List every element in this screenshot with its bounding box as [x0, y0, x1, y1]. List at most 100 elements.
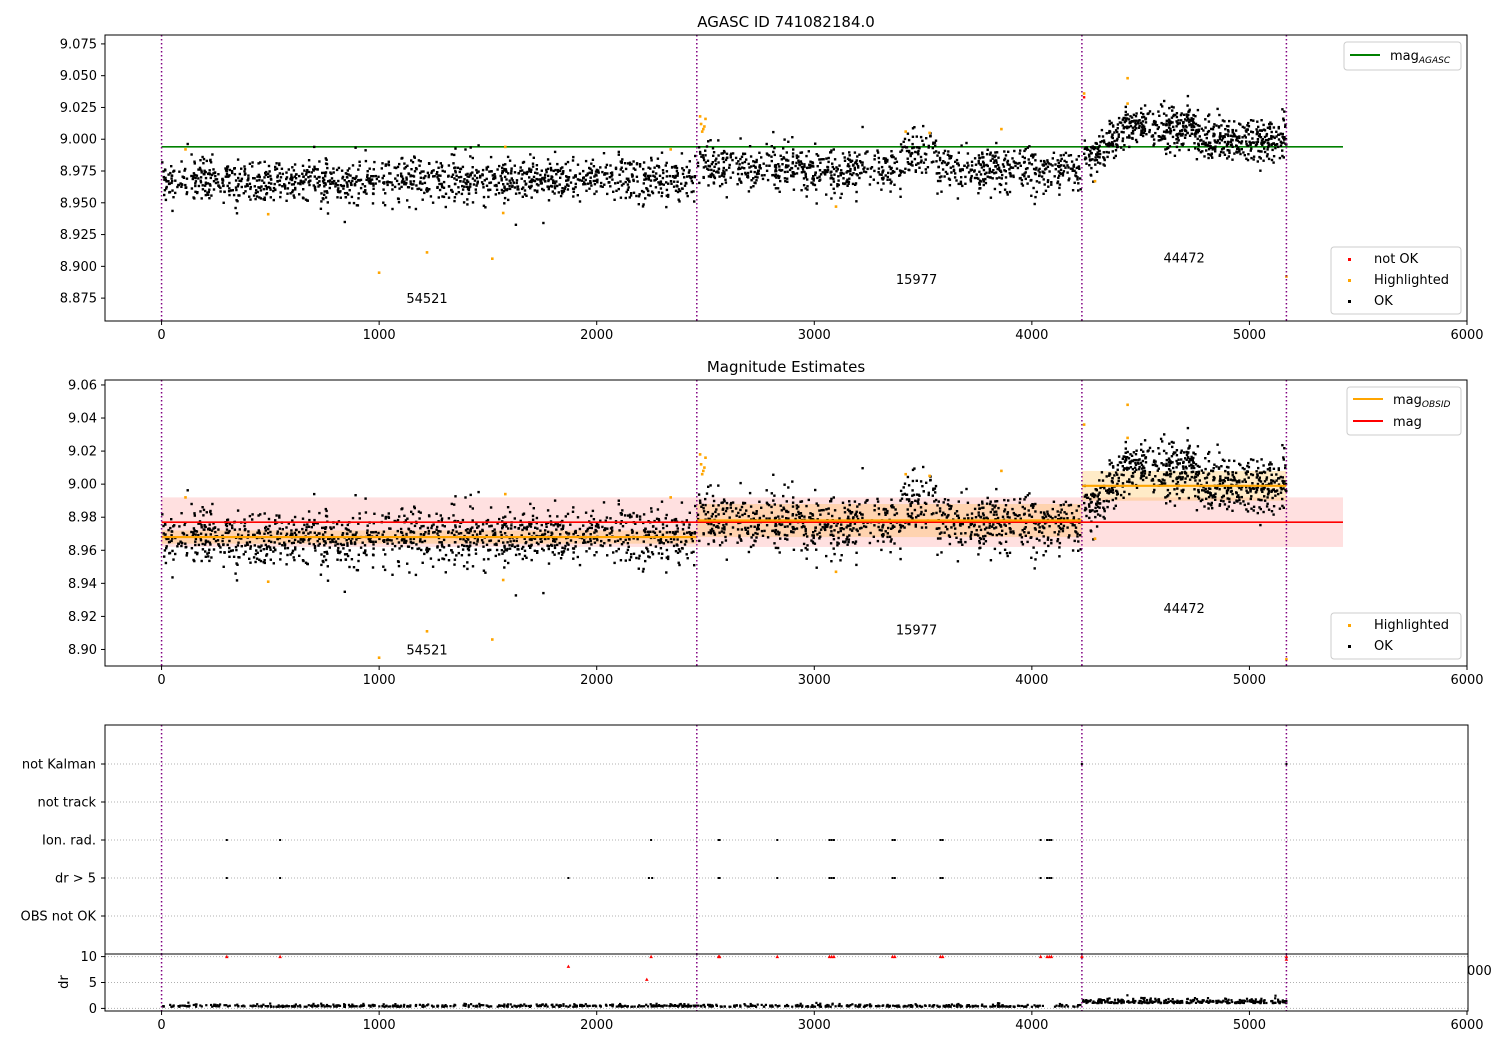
ok-point: [266, 531, 270, 535]
ok-point: [616, 181, 620, 184]
ok-point: [510, 524, 513, 527]
ok-point: [477, 170, 480, 173]
ok-point: [505, 525, 508, 528]
ok-point: [367, 180, 370, 183]
ok-point: [515, 181, 518, 185]
ok-point: [1165, 114, 1168, 117]
ok-point: [829, 177, 832, 180]
ok-point: [326, 565, 329, 568]
ok-point: [922, 143, 925, 146]
ok-point: [1176, 132, 1179, 136]
ok-point: [913, 157, 917, 161]
ok-point: [1038, 539, 1041, 542]
ok-point: [1072, 163, 1076, 166]
ok-point: [454, 519, 457, 523]
ok-point: [383, 568, 387, 572]
ok-point: [899, 526, 903, 529]
ok-point: [785, 500, 788, 503]
ok-point: [522, 186, 525, 189]
ok-point: [804, 529, 807, 532]
ok-point: [539, 529, 542, 532]
ok-point: [1124, 110, 1127, 114]
ok-point: [233, 167, 236, 170]
ok-point: [482, 558, 486, 561]
ok-point: [192, 527, 196, 530]
ok-point: [1056, 510, 1059, 513]
ok-point: [221, 181, 224, 185]
ok-point: [832, 187, 835, 190]
ok-point: [278, 163, 281, 167]
ok-point: [770, 511, 773, 514]
ok-point: [985, 171, 988, 174]
ok-point: [964, 175, 967, 179]
ok-point: [659, 181, 662, 184]
ok-point: [413, 506, 416, 510]
ok-point: [777, 163, 780, 166]
ok-point: [748, 145, 752, 148]
ok-point: [339, 196, 342, 199]
ok-point: [349, 181, 353, 185]
ok-point: [1057, 161, 1060, 165]
ok-point: [561, 553, 564, 556]
ok-point: [714, 162, 718, 166]
ok-point: [830, 149, 833, 152]
ok-point: [372, 543, 375, 546]
ok-point: [334, 541, 337, 544]
ok-point: [1062, 164, 1066, 167]
ok-point: [638, 163, 642, 166]
ok-point: [323, 185, 326, 188]
ok-point: [1246, 124, 1249, 127]
ok-point: [938, 507, 942, 510]
ok-point: [773, 542, 776, 545]
ok-point: [830, 177, 834, 180]
ok-point: [947, 177, 951, 180]
ok-point: [258, 175, 261, 179]
ok-point: [545, 168, 548, 171]
ok-point: [919, 155, 923, 159]
ok-point: [488, 525, 491, 528]
ok-point: [749, 505, 753, 508]
ok-point: [474, 552, 478, 555]
ok-point: [251, 161, 254, 164]
ok-point: [181, 542, 184, 545]
ok-point: [313, 546, 317, 549]
ok-point: [209, 161, 213, 164]
ok-point: [647, 555, 650, 558]
ok-point: [688, 169, 691, 172]
ok-point: [1251, 137, 1254, 140]
ok-point: [357, 553, 360, 556]
ok-point: [1258, 133, 1261, 136]
ok-point: [477, 490, 480, 494]
ok-point: [603, 528, 606, 532]
ok-point: [804, 532, 808, 535]
ok-point: [461, 543, 464, 547]
ok-point: [431, 201, 435, 204]
ok-point: [388, 538, 391, 542]
ok-point: [899, 499, 902, 502]
ok-point: [757, 172, 760, 175]
ok-point: [1093, 159, 1097, 162]
ok-point: [567, 178, 570, 181]
ok-point: [934, 144, 937, 147]
ok-point: [437, 174, 440, 177]
ok-point: [204, 193, 207, 197]
ok-point: [291, 551, 294, 555]
ok-point: [556, 523, 560, 526]
ok-point: [525, 194, 528, 197]
ok-point: [307, 159, 311, 162]
ok-point: [521, 557, 524, 561]
ok-point: [412, 180, 416, 183]
ok-point: [437, 166, 440, 169]
ok-point: [890, 180, 893, 183]
ok-point: [294, 186, 297, 190]
ok-point: [409, 180, 412, 183]
ok-point: [1226, 140, 1230, 144]
highlighted-point: [1126, 102, 1129, 105]
ok-point: [275, 162, 278, 165]
ok-point: [249, 545, 252, 548]
ok-point: [858, 172, 862, 175]
ok-point: [405, 176, 408, 179]
ok-point: [595, 190, 598, 193]
ok-point: [438, 182, 441, 186]
ok-point: [556, 515, 559, 518]
